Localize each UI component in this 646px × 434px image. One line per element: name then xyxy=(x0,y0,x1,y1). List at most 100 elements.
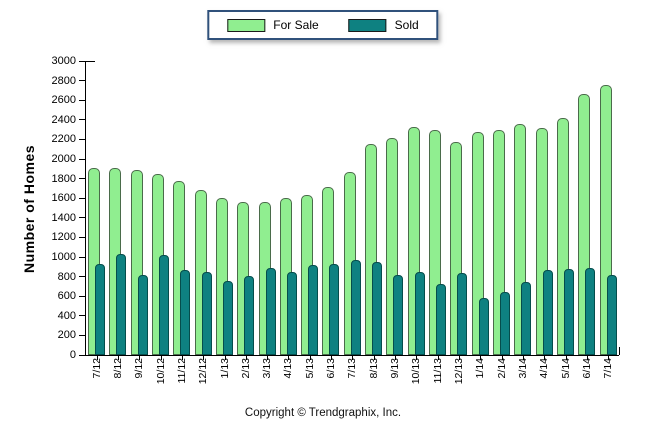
bar-group-5/14: 5/14 xyxy=(555,61,576,378)
bar-group-12/13: 12/13 xyxy=(448,61,469,384)
y-axis-tick xyxy=(79,256,86,258)
x-axis-tick-label: 9/13 xyxy=(389,358,402,379)
bar-sold-11/13 xyxy=(436,284,446,355)
x-axis-tick-label: 6/13 xyxy=(325,358,338,379)
x-axis-tick xyxy=(331,355,333,360)
x-axis-tick xyxy=(565,355,567,360)
bar-group-7/13: 7/13 xyxy=(342,61,363,378)
x-axis-tick xyxy=(96,355,98,360)
bar-group-10/12: 10/12 xyxy=(150,61,171,384)
y-axis-tick xyxy=(79,119,86,121)
x-axis-tick-label: 3/14 xyxy=(516,358,529,379)
x-axis-tick-label: 8/13 xyxy=(367,358,380,379)
y-axis-tick-label: 2000 xyxy=(51,153,76,165)
bar-sold-7/14 xyxy=(606,275,617,355)
bar-sold-12/13 xyxy=(457,273,468,355)
bar-sold-12/12 xyxy=(201,272,212,355)
bar-sold-9/12 xyxy=(137,275,148,355)
x-axis-tick-label: 7/14 xyxy=(602,358,615,379)
y-axis-tick xyxy=(79,99,86,101)
bar-group-2/14: 2/14 xyxy=(491,61,512,378)
y-axis-tick xyxy=(79,138,86,140)
x-axis-tick xyxy=(586,355,588,360)
x-axis-tick xyxy=(458,355,460,360)
bar-sold-11/12 xyxy=(180,270,191,355)
legend-label-for-sale: For Sale xyxy=(273,18,319,32)
y-axis-top-cap xyxy=(86,61,95,62)
bar-sold-8/13 xyxy=(372,262,383,355)
y-axis-tick-label: 200 xyxy=(57,329,76,342)
x-axis-tick xyxy=(267,355,269,360)
x-axis-tick-label: 10/13 xyxy=(410,358,423,385)
x-axis-tick-label: 10/12 xyxy=(154,358,167,385)
bar-sold-6/13 xyxy=(329,264,340,355)
x-axis-tick-label: 4/13 xyxy=(282,358,295,379)
y-axis-tick-label: 400 xyxy=(57,309,76,322)
y-axis-tick xyxy=(79,178,86,180)
x-axis-tick xyxy=(437,355,439,360)
x-axis-tick xyxy=(395,355,397,360)
bar-sold-3/13 xyxy=(265,268,276,355)
x-axis-tick-label: 11/13 xyxy=(431,358,444,384)
bar-sold-6/14 xyxy=(585,268,596,355)
x-axis-tick xyxy=(480,355,482,360)
x-axis-tick xyxy=(245,355,247,360)
y-axis-tick xyxy=(79,80,86,82)
bar-sold-10/13 xyxy=(414,272,425,355)
bar-sold-2/14 xyxy=(499,292,510,355)
copyright-text: Copyright © Trendgraphix, Inc. xyxy=(244,407,402,419)
y-axis-tick xyxy=(79,217,86,219)
bar-groups: 7/12 8/12 9/12 10/12 11/12 12/12 1/13 2/13 3/13 4… xyxy=(86,61,619,384)
x-axis-tick-label: 3/13 xyxy=(261,358,274,379)
bar-group-7/12: 7/12 xyxy=(86,61,107,378)
x-axis-tick xyxy=(203,355,205,360)
y-axis-tick-label: 600 xyxy=(57,290,76,303)
bar-sold-7/13 xyxy=(350,260,361,355)
legend-item-sold: Sold xyxy=(348,18,419,32)
x-axis-tick-label: 12/12 xyxy=(197,358,210,385)
bar-group-1/13: 1/13 xyxy=(214,61,235,378)
x-axis-tick xyxy=(416,355,418,360)
x-axis-tick-label: 7/13 xyxy=(346,358,359,379)
legend-item-for-sale: For Sale xyxy=(227,18,319,32)
legend: For Sale Sold xyxy=(207,10,439,40)
y-axis-tick xyxy=(79,197,86,199)
x-axis-tick-label: 2/14 xyxy=(495,358,508,379)
y-axis-tick-label: 3000 xyxy=(51,55,76,67)
bar-group-3/14: 3/14 xyxy=(512,61,533,378)
x-axis-tick xyxy=(608,355,610,360)
legend-swatch-for-sale xyxy=(227,18,266,32)
bar-sold-4/13 xyxy=(286,272,297,355)
plot-area: 7/12 8/12 9/12 10/12 11/12 12/12 1/13 2/13 3/13 4… xyxy=(52,55,620,384)
bar-sold-8/12 xyxy=(116,254,127,355)
y-axis-tick-label: 0 xyxy=(69,349,76,361)
x-axis-tick-label: 11/12 xyxy=(175,358,188,384)
y-axis-tick-label: 1600 xyxy=(51,192,76,205)
bar-group-7/14: 7/14 xyxy=(598,61,619,378)
bar-sold-1/14 xyxy=(478,298,489,355)
y-axis-tick-label: 1400 xyxy=(51,211,76,224)
legend-swatch-sold xyxy=(348,18,387,32)
x-axis-tick xyxy=(544,355,546,360)
legend-label-sold: Sold xyxy=(394,18,419,32)
bar-sold-1/13 xyxy=(222,281,233,355)
x-axis-tick-label: 2/13 xyxy=(239,358,252,379)
y-axis-tick-label: 2800 xyxy=(51,74,76,87)
y-axis-tick xyxy=(79,315,86,317)
bar-group-8/12: 8/12 xyxy=(107,61,128,378)
bar-sold-5/14 xyxy=(563,269,574,355)
bar-sold-4/14 xyxy=(542,270,553,355)
bar-sold-5/13 xyxy=(308,265,319,355)
y-axis-tick-label: 2600 xyxy=(51,94,76,107)
x-axis-right-cap xyxy=(619,347,620,355)
x-axis-tick-label: 9/12 xyxy=(133,358,146,379)
x-axis-tick xyxy=(373,355,375,360)
x-axis-tick-label: 12/13 xyxy=(452,358,465,385)
bar-group-9/13: 9/13 xyxy=(384,61,405,378)
bar-group-1/14: 1/14 xyxy=(470,61,491,378)
x-axis-tick-label: 5/13 xyxy=(303,358,316,379)
y-axis-tick xyxy=(79,354,86,356)
bar-sold-10/12 xyxy=(158,255,169,355)
y-axis-tick xyxy=(79,236,86,238)
y-axis-tick-label: 800 xyxy=(57,270,76,283)
